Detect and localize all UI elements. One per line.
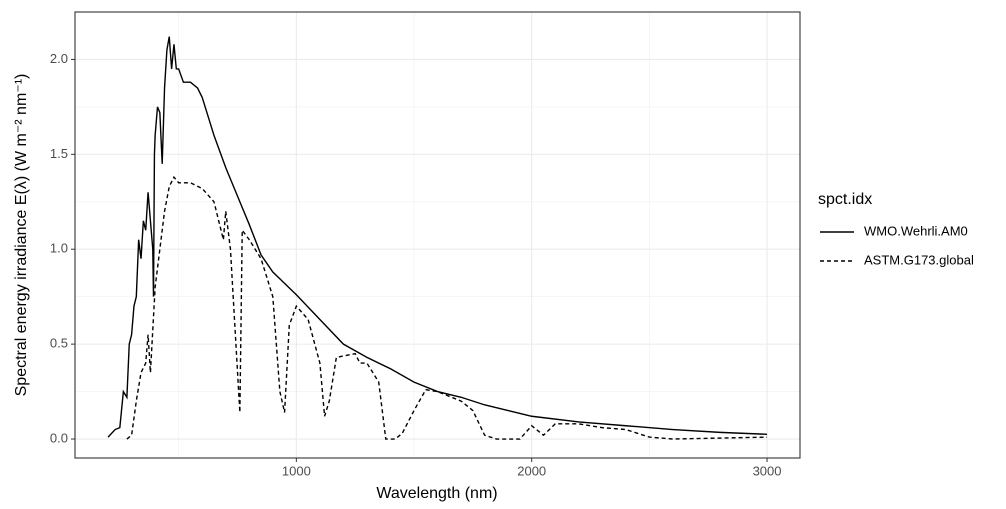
legend-title: spct.idx	[818, 191, 872, 208]
y-tick-label: 0.0	[50, 430, 68, 445]
y-tick-label: 2.0	[50, 51, 68, 66]
y-tick-label: 0.5	[50, 336, 68, 351]
y-axis-title: Spectral energy irradiance E(λ) (W m⁻² n…	[13, 74, 30, 397]
x-tick-label: 1000	[282, 463, 311, 478]
legend-label: ASTM.G173.global	[864, 252, 974, 267]
series-line	[107, 36, 768, 438]
x-tick-label: 2000	[517, 463, 546, 478]
plot-border	[74, 11, 801, 459]
x-axis-title: Wavelength (nm)	[376, 485, 497, 502]
x-tick-label: 3000	[753, 463, 782, 478]
y-tick-label: 1.0	[50, 241, 68, 256]
y-tick-label: 1.5	[50, 146, 68, 161]
legend-label: WMO.Wehrli.AM0	[864, 223, 968, 238]
series-line	[126, 175, 768, 440]
